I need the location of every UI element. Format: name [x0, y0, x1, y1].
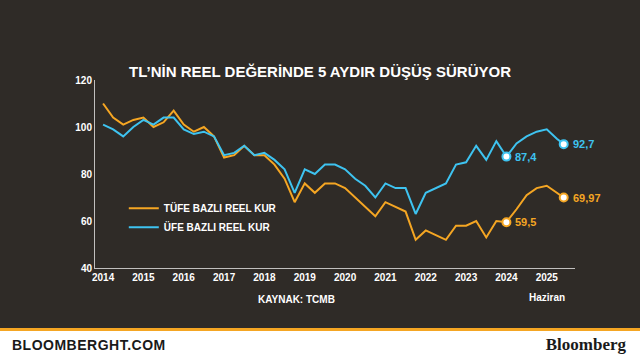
- svg-text:2022: 2022: [415, 272, 438, 283]
- svg-text:100: 100: [75, 122, 92, 133]
- svg-text:2016: 2016: [173, 272, 196, 283]
- svg-text:TÜFE BAZLI REEL KUR: TÜFE BAZLI REEL KUR: [164, 202, 277, 214]
- svg-text:60: 60: [81, 216, 93, 227]
- svg-text:80: 80: [81, 169, 93, 180]
- svg-text:2024: 2024: [495, 272, 518, 283]
- html-text:Bloomberg: Bloomberg: [545, 335, 626, 354]
- svg-text:69,97: 69,97: [573, 192, 601, 204]
- html-text:BLOOMBERGHT.COM: BLOOMBERGHT.COM: [12, 337, 166, 353]
- svg-text:2023: 2023: [455, 272, 478, 283]
- svg-text:2014: 2014: [92, 272, 115, 283]
- svg-text:ÜFE BAZLI REEL KUR: ÜFE BAZLI REEL KUR: [164, 221, 271, 233]
- svg-text:59,5: 59,5: [515, 216, 536, 228]
- svg-text:2015: 2015: [132, 272, 155, 283]
- svg-text:TL’NİN REEL DEĞERİNDE 5 AYDIR: TL’NİN REEL DEĞERİNDE 5 AYDIR DÜŞÜŞ SÜRÜ…: [129, 63, 511, 80]
- svg-text:Haziran: Haziran: [529, 292, 565, 303]
- svg-text:2025: 2025: [536, 272, 559, 283]
- svg-text:92,7: 92,7: [573, 138, 594, 150]
- svg-text:120: 120: [75, 75, 92, 86]
- svg-text:2018: 2018: [253, 272, 276, 283]
- svg-text:87,4: 87,4: [515, 151, 537, 163]
- svg-text:2020: 2020: [334, 272, 357, 283]
- svg-text:KAYNAK: TCMB: KAYNAK: TCMB: [258, 294, 335, 305]
- svg-text:40: 40: [81, 263, 93, 274]
- svg-text:2021: 2021: [374, 272, 397, 283]
- svg-text:2019: 2019: [294, 272, 317, 283]
- svg-text:2017: 2017: [213, 272, 236, 283]
